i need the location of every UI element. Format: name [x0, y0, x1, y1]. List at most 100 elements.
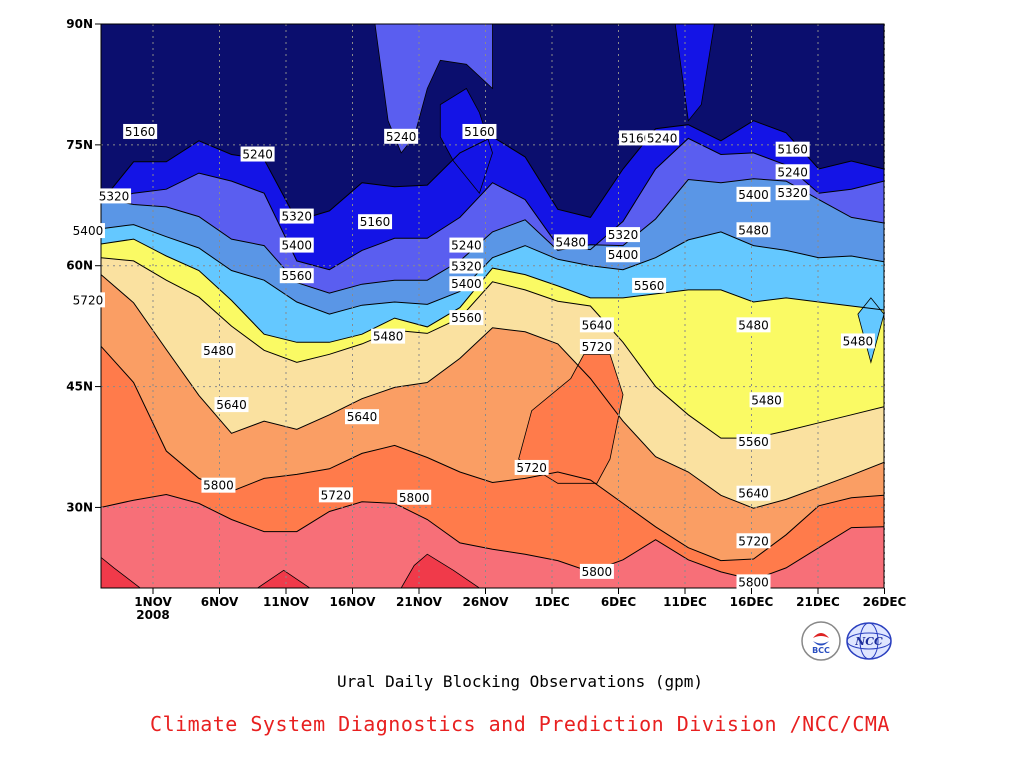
- bcc-logo: BCC: [801, 621, 841, 661]
- x-tick-label: 11NOV: [263, 595, 310, 609]
- contour-label: 5160: [619, 130, 654, 146]
- contour-label: 5400: [70, 223, 105, 239]
- contour-label-text: 5640: [216, 398, 247, 412]
- contour-label-box: [619, 130, 654, 146]
- contour-label-box: [736, 485, 771, 501]
- y-tick-label: 45N: [66, 380, 93, 394]
- contour-label-box: [553, 234, 588, 250]
- contour-label-text: 5160: [777, 143, 808, 157]
- contour-label-text: 5480: [556, 235, 587, 249]
- contour-label: 5480: [201, 343, 236, 359]
- contour-label-box: [279, 268, 314, 284]
- contour-label-box: [279, 237, 314, 253]
- credit-line: Climate System Diagnostics and Predictio…: [150, 712, 890, 736]
- contour-label: 5800: [736, 574, 771, 590]
- contour-label-text: 5480: [738, 318, 769, 332]
- contour-label-text: 5400: [451, 277, 482, 291]
- contour-label-box: [97, 188, 132, 204]
- contour-label-text: 5240: [451, 239, 482, 253]
- contour-blob: [439, 87, 493, 195]
- contour-label-box: [775, 141, 810, 157]
- contour-labels: 5160 5240 5240 5160 5160 5240 5160 5240 5320 5320…: [70, 123, 875, 590]
- contour-blob: [400, 553, 481, 588]
- contour-line-5640: [101, 274, 884, 509]
- contour-label-box: [201, 343, 236, 359]
- contour-label-box: [240, 146, 275, 162]
- contour-label: 5560: [632, 277, 667, 293]
- contour-label-box: [775, 164, 810, 180]
- contour-blob: [857, 297, 884, 364]
- contour-label-box: [201, 477, 236, 493]
- contour-label-text: 5800: [399, 491, 430, 505]
- contour-label: 5720: [579, 339, 614, 355]
- contour-label-text: 5480: [751, 393, 782, 407]
- x-tick-label: 6DEC: [601, 595, 637, 609]
- contour-label-text: 5320: [451, 260, 482, 274]
- contour-label-text: 5400: [738, 188, 769, 202]
- contour-label: 5240: [384, 128, 419, 144]
- contour-label-box: [449, 237, 484, 253]
- x-tick-label: 21NOV: [396, 595, 443, 609]
- contour-label-box: [358, 214, 393, 230]
- contour-label: 5240: [449, 237, 484, 253]
- contour-label-text: 5240: [242, 148, 273, 162]
- contour-label-text: 5480: [373, 330, 404, 344]
- contour-label-box: [70, 223, 105, 239]
- contour-label-box: [736, 222, 771, 238]
- contour-label-text: 5800: [738, 575, 769, 589]
- contour-label: 5320: [97, 188, 132, 204]
- contour-label-text: 5560: [634, 279, 665, 293]
- contour-label-box: [736, 434, 771, 450]
- contour-label: 5320: [606, 227, 640, 243]
- contour-label-text: 5640: [347, 410, 378, 424]
- contour-line-5480: [101, 238, 884, 343]
- contour-label-text: 5320: [99, 189, 130, 203]
- x-tick-label: 26NOV: [463, 595, 510, 609]
- contour-label-text: 5800: [203, 479, 234, 493]
- contour-label-text: 5400: [608, 248, 639, 262]
- contour-label-box: [70, 292, 105, 308]
- contour-label-box: [736, 186, 771, 202]
- contour-label-box: [775, 185, 810, 201]
- contour-label-box: [736, 317, 771, 333]
- contour-label: 5640: [345, 409, 379, 425]
- x-tick-label: 26DEC: [863, 595, 907, 609]
- contour-label: 5400: [279, 237, 314, 253]
- contour-label-box: [449, 258, 484, 274]
- contour-label: 5240: [240, 146, 275, 162]
- contour-label: 5240: [775, 164, 810, 180]
- contour-label-box: [514, 459, 549, 475]
- contour-label-text: 5160: [125, 125, 156, 139]
- contour-label: 5480: [749, 392, 784, 408]
- contour-label: 5800: [201, 477, 236, 493]
- ncc-logo: NCC: [846, 622, 892, 660]
- x-tick-label: 6NOV: [201, 595, 239, 609]
- contour-label-box: [397, 489, 432, 505]
- contour-label: 5720: [318, 487, 353, 503]
- contour-label-box: [579, 317, 614, 333]
- contour-label: 5720: [736, 533, 771, 549]
- contour-blob: [101, 556, 141, 588]
- contour-label-text: 5400: [73, 224, 104, 238]
- contour-label-text: 5240: [386, 130, 417, 144]
- contour-label-box: [606, 247, 640, 263]
- x-tick-label: 16DEC: [730, 595, 774, 609]
- contour-label: 5160: [462, 123, 497, 139]
- contour-label-box: [123, 123, 158, 139]
- contour-label: 5320: [775, 185, 810, 201]
- contour-label: 5400: [736, 186, 771, 202]
- contour-label-box: [371, 328, 406, 344]
- contour-label: 5160: [358, 214, 393, 230]
- contour-label-text: 5320: [608, 228, 639, 242]
- contour-label: 5800: [579, 563, 614, 579]
- y-tick-label: 75N: [66, 138, 93, 152]
- contour-label-text: 5720: [582, 340, 613, 354]
- contour-label: 5400: [449, 276, 484, 292]
- contour-label-box: [384, 128, 419, 144]
- contour-label: 5160: [775, 141, 810, 157]
- contour-label: 5560: [736, 434, 771, 450]
- contour-label-text: 5320: [281, 210, 312, 224]
- contour-label-box: [462, 123, 497, 139]
- contour-label-box: [318, 487, 353, 503]
- contour-label-box: [749, 392, 784, 408]
